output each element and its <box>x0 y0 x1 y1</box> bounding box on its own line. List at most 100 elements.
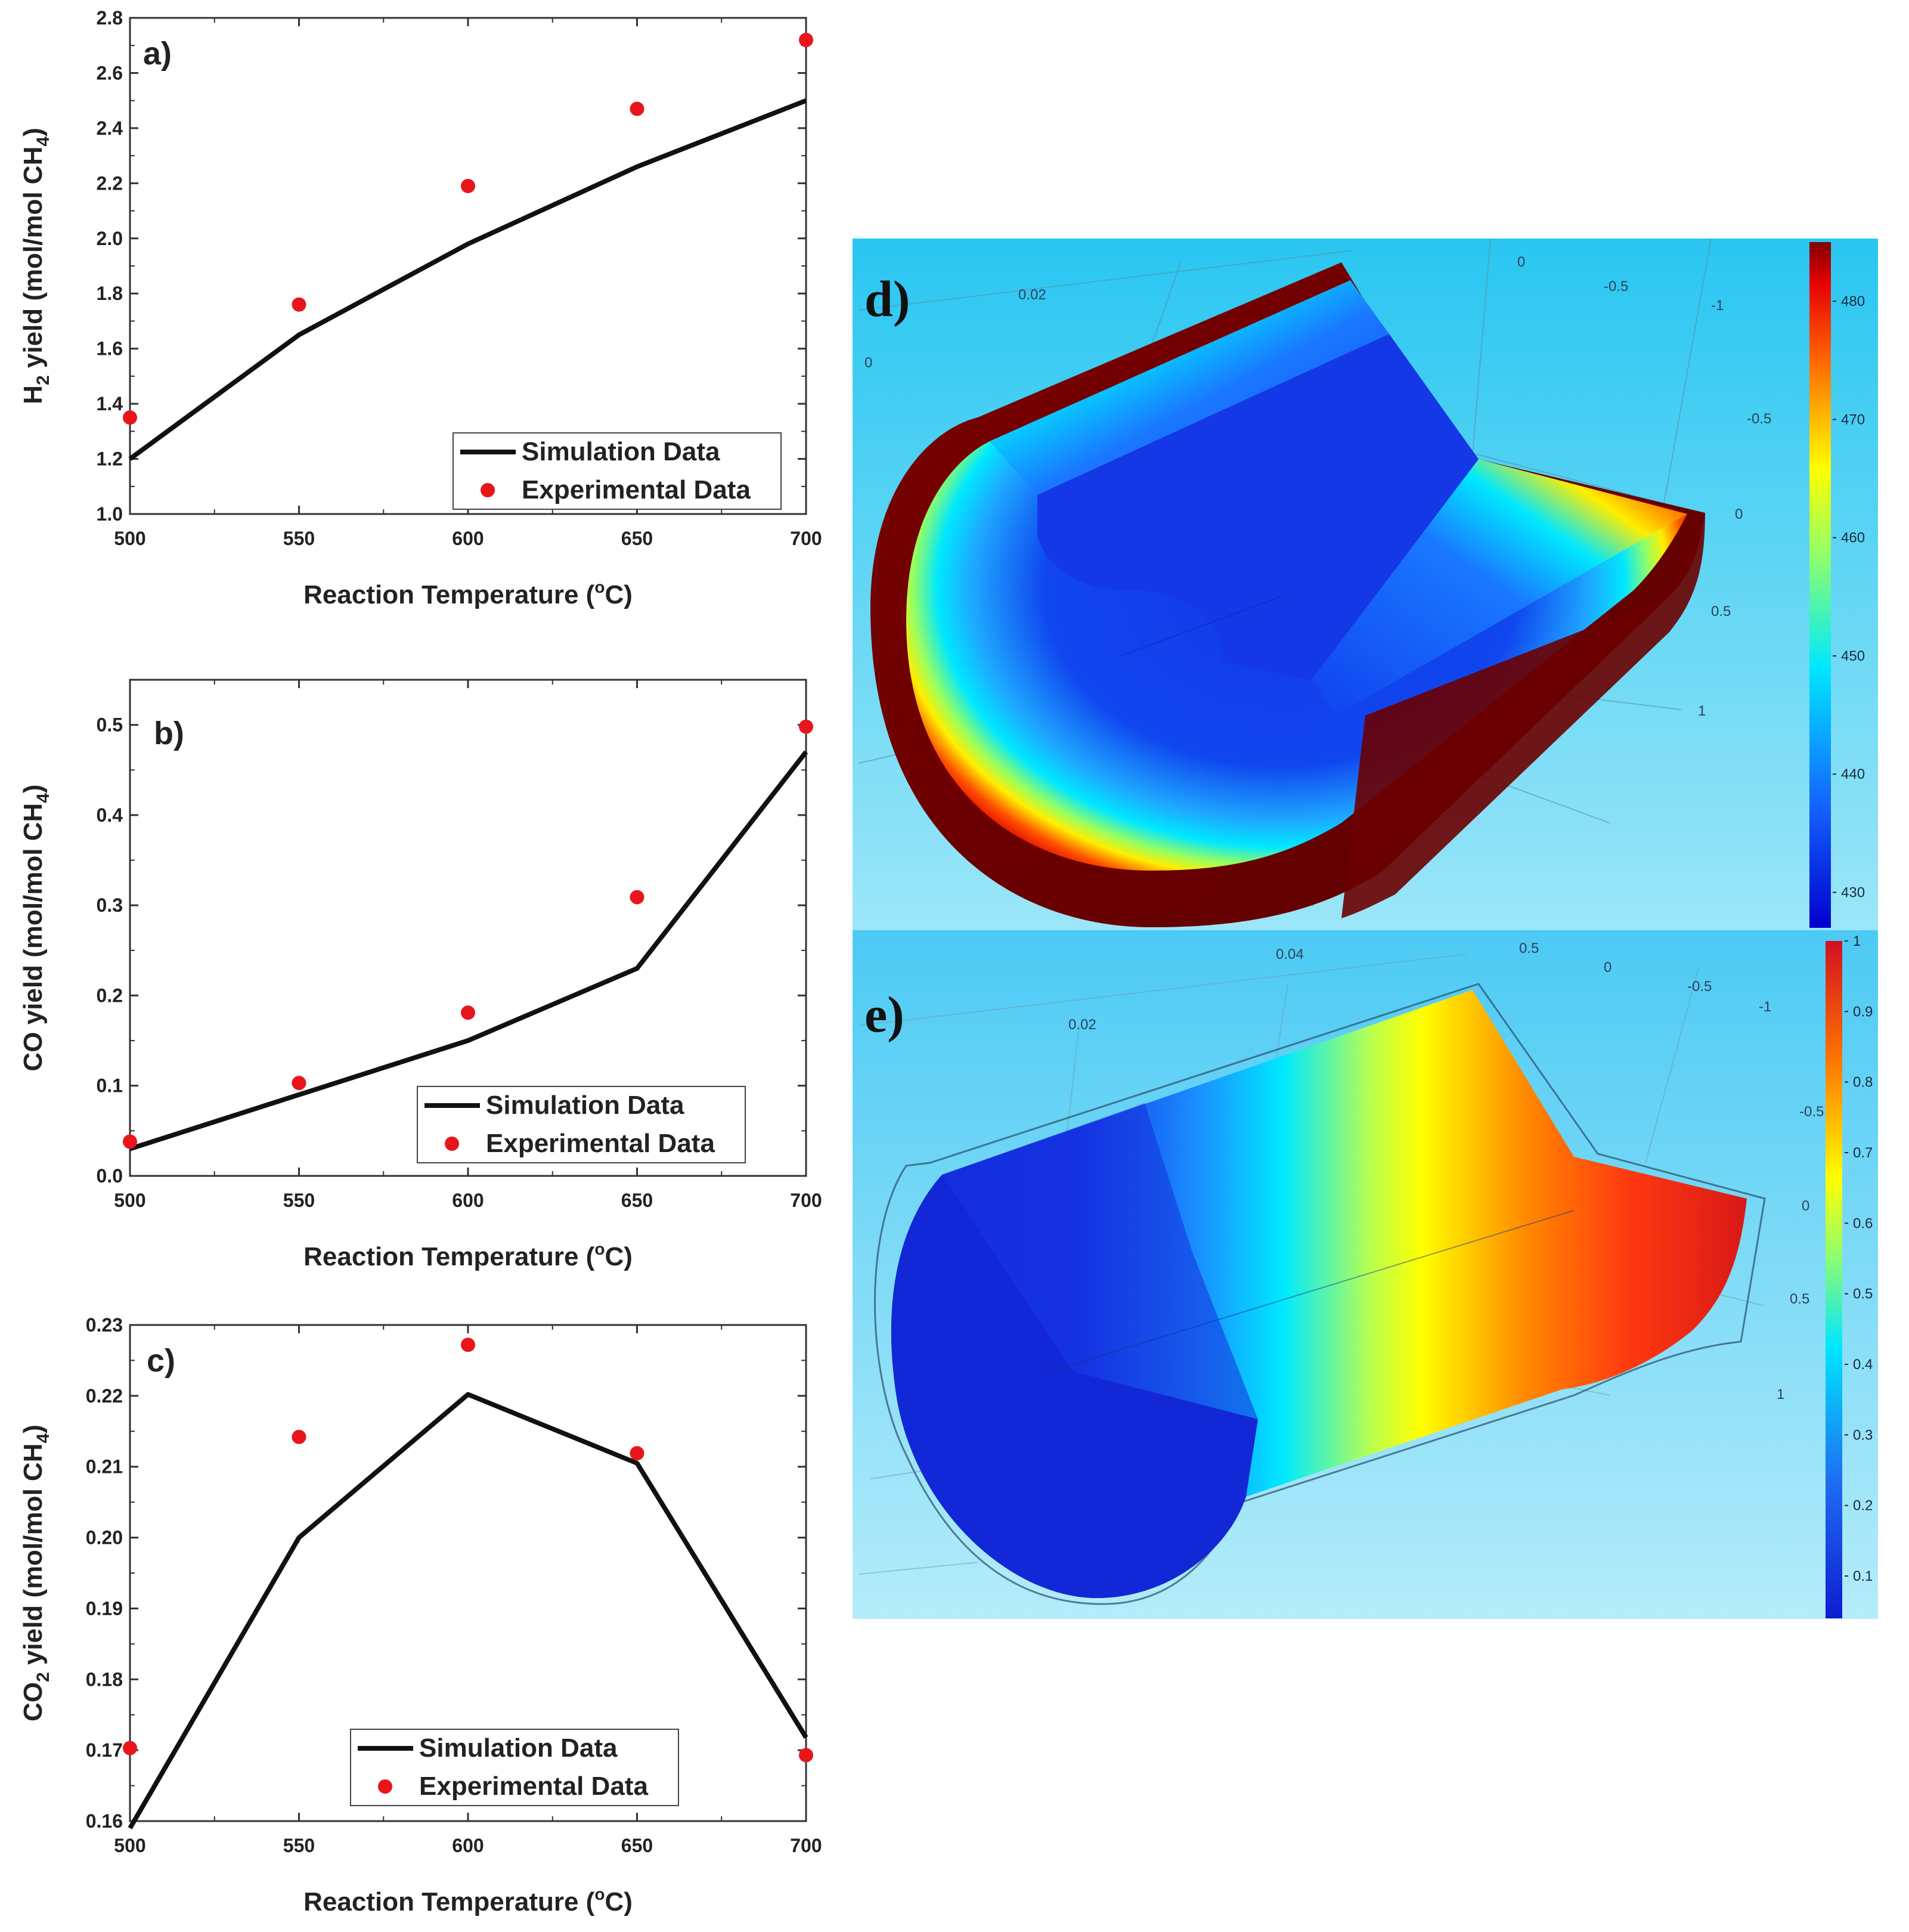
simulation-line <box>128 1392 808 1829</box>
panel-e-axis-tick-label: -0.5 <box>1799 1104 1824 1120</box>
y-tick-label: 0.21 <box>86 1456 123 1478</box>
panel-label-c: c) <box>147 1343 175 1379</box>
y-tick-label: 1.0 <box>97 503 123 525</box>
colorbar-tick-label: 460 <box>1841 530 1865 546</box>
legend-simulation-label: Simulation Data <box>419 1733 618 1763</box>
y-tick-label: 2.6 <box>97 62 123 83</box>
panel-e-cylinder <box>874 983 1766 1605</box>
x-tick-label: 500 <box>114 528 145 549</box>
panel-label-a: a) <box>143 36 172 72</box>
experimental-point <box>799 1748 813 1763</box>
y-tick-label: 2.8 <box>97 7 123 29</box>
experimental-point <box>630 1446 644 1461</box>
colorbar-tick-label: 0.5 <box>1853 1286 1873 1302</box>
x-axis-label: Reaction Temperature (oC) <box>303 1885 633 1916</box>
experimental-point <box>799 719 813 734</box>
panel-d-axis-tick-label: 0 <box>1735 506 1743 522</box>
experimental-point <box>123 410 137 425</box>
panel-d-axis-tick-label: -0.5 <box>1604 278 1628 295</box>
legend-box <box>417 1086 746 1163</box>
y-tick-label: 1.4 <box>97 393 123 414</box>
experimental-point <box>630 101 644 116</box>
legend-simulation-label: Simulation Data <box>522 437 720 466</box>
x-tick-label: 550 <box>283 1835 315 1856</box>
simulation-panel-d: 0.02 0 0 -0.5 -1 -0.5 0 0.5 1 480 470 460 450 440 430… <box>853 238 1878 930</box>
y-tick-label: 0.4 <box>97 804 123 826</box>
panel-d-axis-tick-label: -0.5 <box>1747 411 1771 427</box>
y-tick-label: 1.8 <box>97 283 123 304</box>
experimental-point <box>461 178 475 193</box>
y-tick-label: 0.0 <box>97 1165 123 1187</box>
y-tick-label: 2.2 <box>97 172 123 194</box>
colorbar-tick-label: 430 <box>1841 885 1865 901</box>
legend-dot-swatch <box>378 1779 392 1794</box>
colorbar-tick-label: 440 <box>1841 766 1865 782</box>
panel-e-axis-tick-label: 0 <box>1604 959 1612 976</box>
x-tick-label: 600 <box>452 1835 484 1856</box>
colorbar-tick-label: 450 <box>1841 648 1865 664</box>
chart-panel-b: 500 550 600 650 700 0.0 0.1 0.2 0.3 0.4 0.5 Reactio… <box>18 679 822 1271</box>
panel-label-b: b) <box>154 716 184 751</box>
x-tick-label: 650 <box>621 528 653 549</box>
x-tick-label: 600 <box>452 1190 484 1211</box>
panel-e-axis-tick-label: 0.04 <box>1276 946 1304 962</box>
x-tick-label: 700 <box>790 1190 822 1211</box>
experimental-point <box>292 1429 306 1444</box>
colorbar-tick-label: 0.6 <box>1853 1215 1873 1231</box>
panel-e-axis-tick-label: 0.5 <box>1790 1291 1809 1307</box>
y-tick-label: 0.18 <box>86 1668 123 1690</box>
experimental-point <box>123 1134 137 1149</box>
panel-d-axis-tick-label: 0.5 <box>1711 603 1731 620</box>
panel-e-axis-tick-label: -1 <box>1759 999 1771 1015</box>
colorbar-tick-label: 0.8 <box>1853 1075 1873 1091</box>
legend-simulation-label: Simulation Data <box>486 1091 684 1120</box>
legend-box <box>453 432 782 510</box>
y-tick-label: 0.5 <box>97 714 123 736</box>
x-tick-label: 550 <box>283 528 315 549</box>
chart-panel-a: 500 550 600 650 700 1.0 1.2 1.4 1.6 1.8 2.0 2.2 2.4 2… <box>18 7 822 609</box>
y-tick-label: 0.22 <box>86 1385 123 1407</box>
colorbar-tick-label: 0.2 <box>1853 1498 1873 1514</box>
legend-box <box>350 1729 679 1806</box>
colorbar-tick-label: 0.3 <box>1853 1427 1873 1443</box>
panel-e-axis-tick-label: -0.5 <box>1687 979 1712 995</box>
colorbar-tick-label: 0.9 <box>1853 1004 1873 1020</box>
legend-a: Simulation Data Experimental Data <box>453 432 782 510</box>
legend-experimental-label: Experimental Data <box>486 1129 715 1158</box>
legend-c: Simulation Data Experimental Data <box>350 1729 679 1806</box>
y-tick-label: 1.2 <box>97 448 123 470</box>
y-tick-label: 0.2 <box>97 984 123 1006</box>
panel-e-axis-tick-label: 1 <box>1777 1386 1784 1402</box>
colorbar-tick-label: 0.4 <box>1853 1357 1873 1373</box>
y-tick-label: 0.19 <box>86 1597 123 1619</box>
x-tick-label: 500 <box>114 1190 145 1211</box>
y-tick-label: 2.0 <box>97 228 123 249</box>
colorbar-tick-label: 480 <box>1841 293 1865 309</box>
y-tick-label: 0.1 <box>97 1075 123 1097</box>
x-tick-label: 650 <box>621 1190 653 1211</box>
panel-d-axis-tick-label: 0 <box>864 355 872 371</box>
simulation-line <box>128 98 807 461</box>
colorbar-tick-label: 0.1 <box>1853 1568 1873 1584</box>
panel-d-axis-tick-label: 0.02 <box>1018 287 1046 303</box>
y-tick-label: 1.6 <box>97 338 123 360</box>
legend-experimental-label: Experimental Data <box>419 1772 648 1801</box>
panel-d-colorbar <box>1809 242 1831 928</box>
experimental-point <box>799 32 813 47</box>
panel-e-axis-tick-label: 0.5 <box>1519 940 1539 956</box>
colorbar-tick-label: 470 <box>1841 411 1865 428</box>
panel-e-colorbar <box>1826 941 1842 1618</box>
panel-d-axis-tick-label: -1 <box>1711 298 1724 314</box>
x-tick-label: 600 <box>452 528 484 549</box>
colorbar-tick-label: 0.7 <box>1853 1145 1873 1161</box>
x-axis-label: Reaction Temperature (oC) <box>303 578 633 609</box>
x-tick-label: 700 <box>790 528 822 549</box>
panel-e-axis-tick-label: 0 <box>1802 1198 1809 1214</box>
colorbar-tick-label: 1 <box>1853 933 1861 949</box>
x-axis-label: Reaction Temperature (oC) <box>303 1240 633 1271</box>
legend-dot-swatch <box>481 483 495 497</box>
simulation-line <box>129 750 808 1151</box>
y-axis-label: CO yield (mol/mol CH4) <box>18 784 53 1071</box>
panel-d-cylinder <box>870 262 1705 927</box>
